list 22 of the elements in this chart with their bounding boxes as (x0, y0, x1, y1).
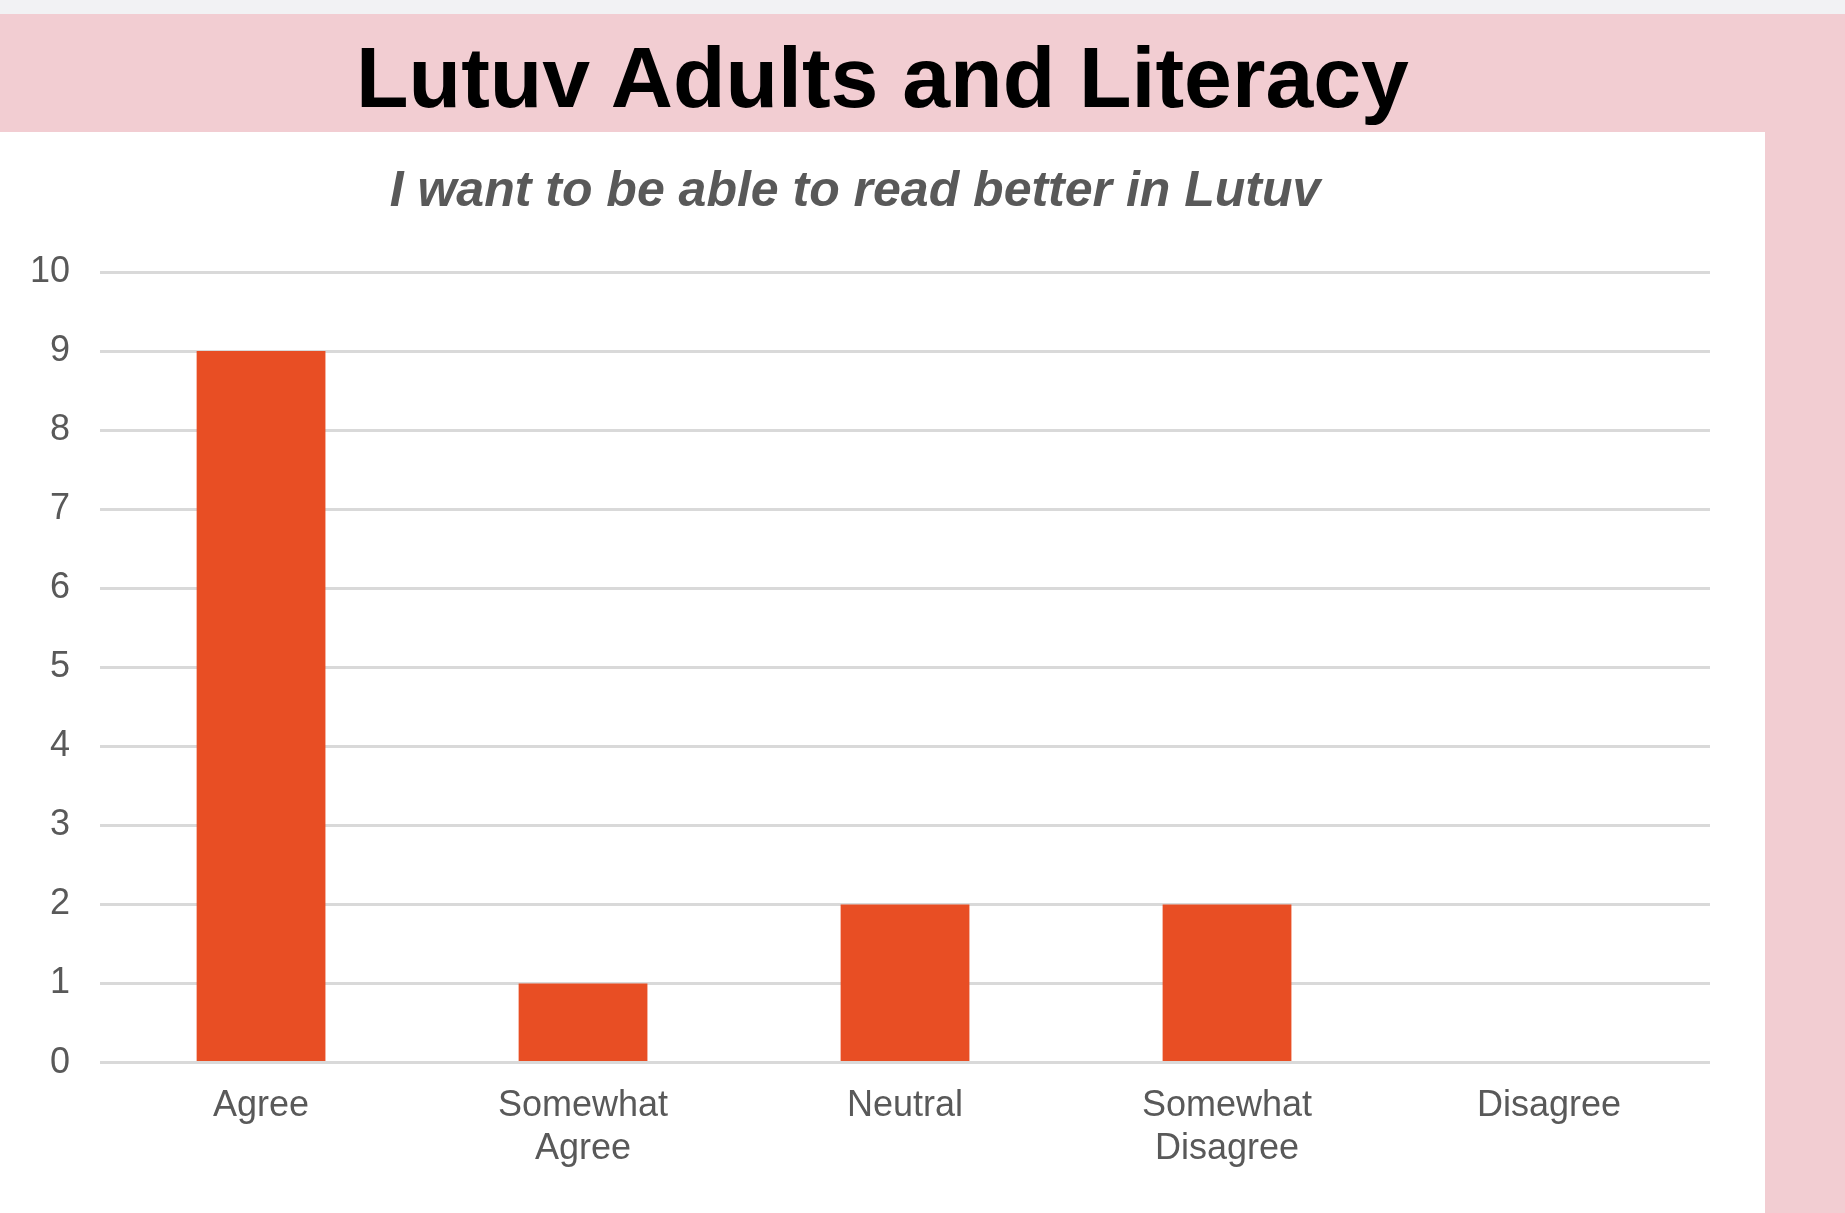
y-tick-label: 8 (50, 407, 71, 449)
x-tick-label: Neutral (846, 1083, 964, 1125)
x-tick-label: Somewhat Disagree (1141, 1083, 1313, 1168)
x-tick-label: Disagree (1476, 1083, 1622, 1125)
bar (518, 983, 648, 1062)
y-tick-label: 6 (50, 565, 71, 607)
y-tick-label: 2 (50, 881, 71, 923)
bar (840, 904, 970, 1062)
chart-title: Lutuv Adults and Literacy (355, 28, 1410, 127)
y-tick-label: 4 (50, 723, 71, 765)
bar (1162, 904, 1292, 1062)
x-tick-label: Agree (213, 1083, 310, 1125)
y-tick-label: 9 (50, 327, 71, 369)
y-tick-label: 10 (30, 248, 71, 290)
y-tick-label: 3 (50, 802, 71, 844)
chart-subtitle: I want to be able to read better in Lutuv (389, 160, 1324, 217)
y-tick-label: 1 (50, 960, 71, 1002)
x-tick-label: Somewhat Agree (497, 1083, 669, 1168)
bar (196, 351, 326, 1062)
y-tick-label: 5 (50, 644, 71, 686)
y-tick-label: 7 (50, 486, 71, 528)
y-tick-label: 0 (50, 1039, 71, 1081)
